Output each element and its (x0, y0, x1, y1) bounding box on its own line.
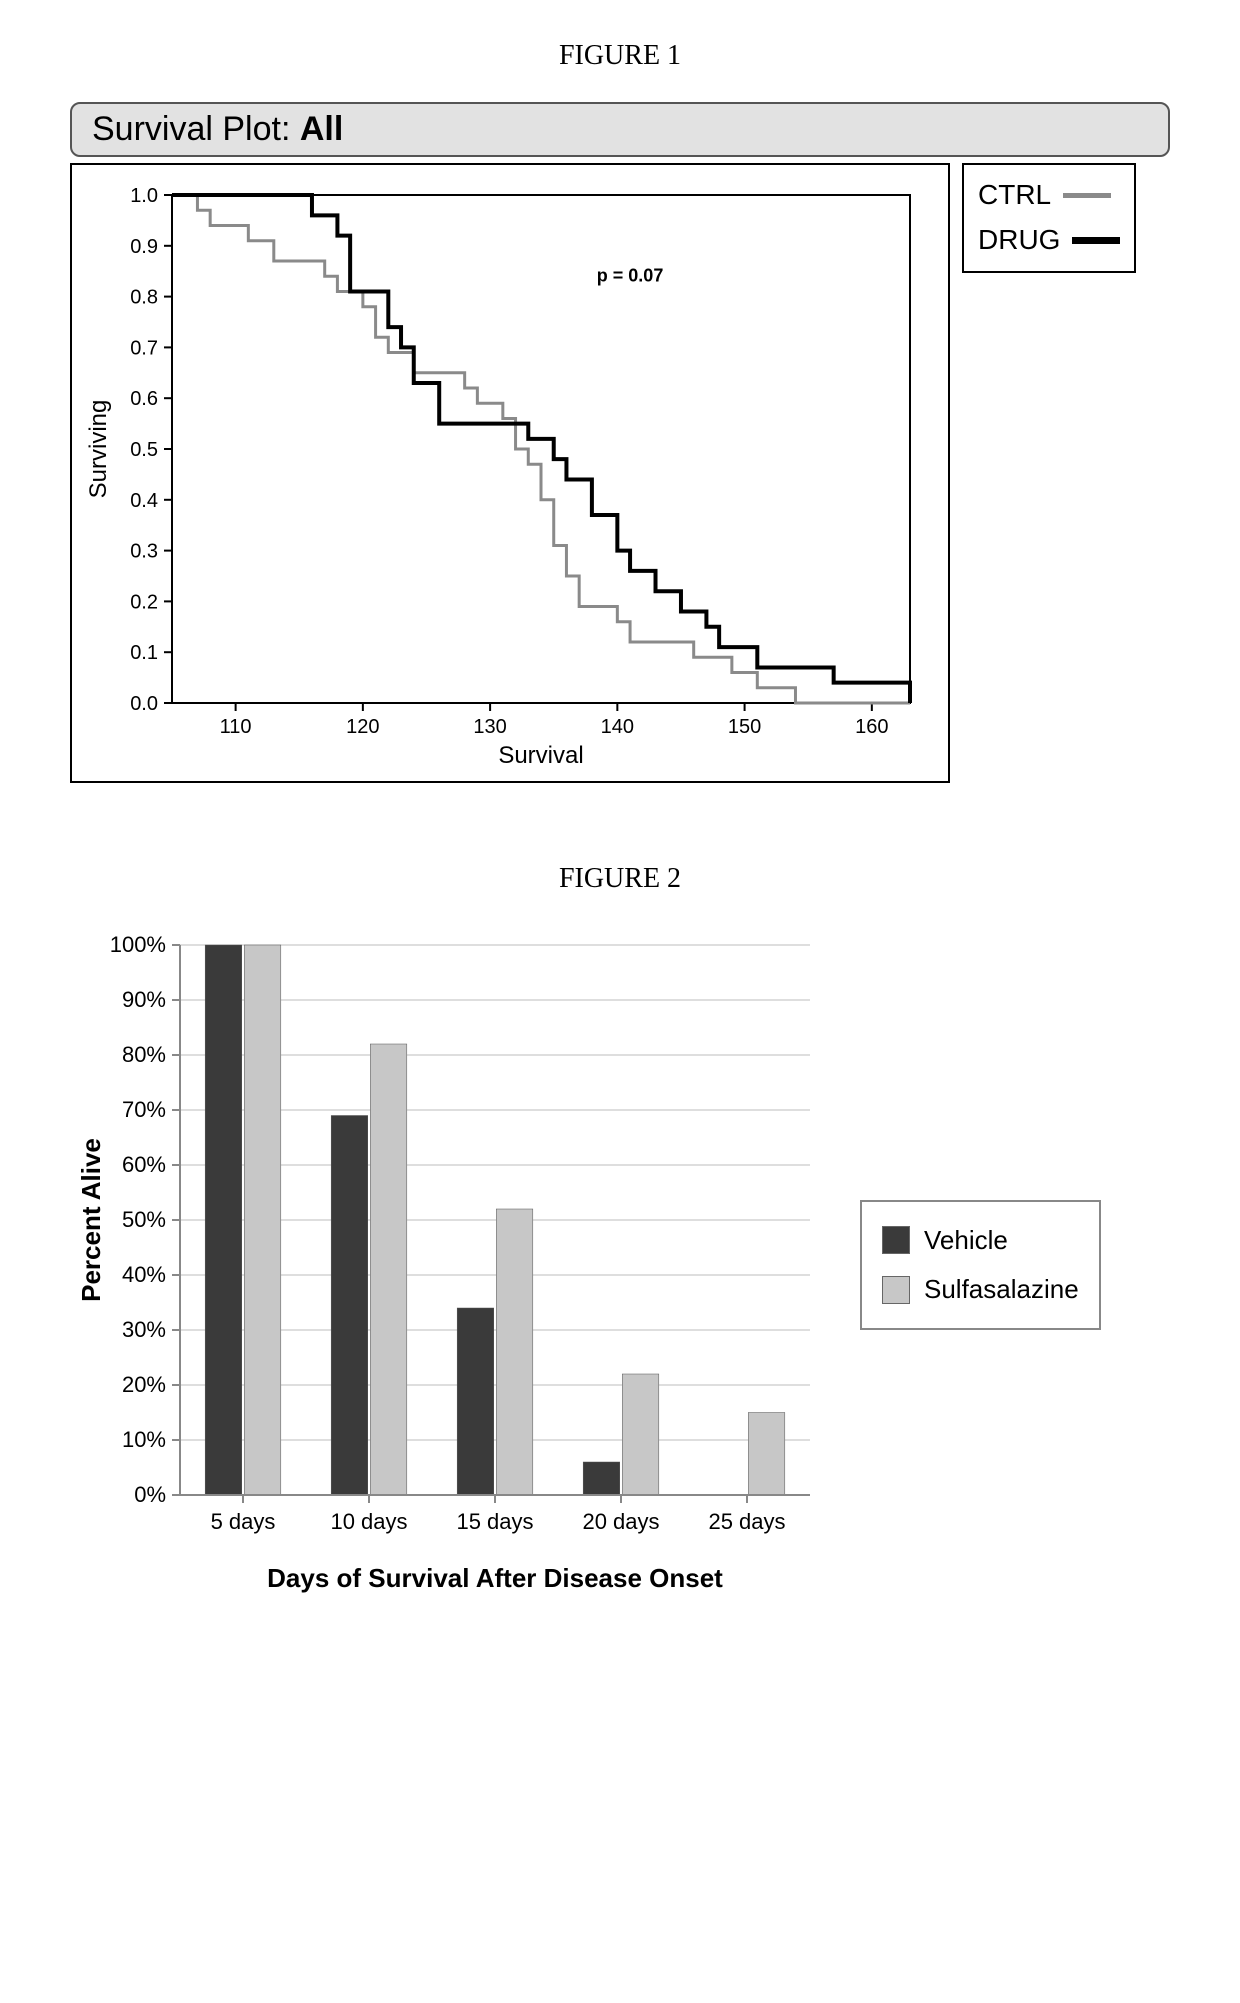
svg-text:90%: 90% (122, 987, 166, 1012)
legend-item-sulfasalazine: Sulfasalazine (882, 1265, 1079, 1314)
figure1-title-bar: Survival Plot: All (70, 102, 1170, 157)
figure1-legend: CTRL DRUG (962, 163, 1136, 273)
svg-text:Surviving: Surviving (85, 400, 112, 499)
svg-text:140: 140 (601, 716, 634, 738)
svg-text:150: 150 (728, 716, 761, 738)
svg-text:25 days: 25 days (708, 1509, 785, 1534)
figure2-label: FIGURE 2 (20, 863, 1220, 895)
svg-text:Days of Survival After Disease: Days of Survival After Disease Onset (267, 1563, 723, 1593)
svg-text:0.0: 0.0 (130, 693, 158, 715)
figure1-svg: 0.0 0.1 0.2 0.3 0.4 0.5 0.6 0.7 0.8 0.9 1.0 110 120 1… (82, 185, 930, 773)
svg-text:20 days: 20 days (582, 1509, 659, 1534)
legend-swatch-drug (1072, 237, 1120, 244)
legend-label-ctrl: CTRL (978, 173, 1051, 218)
legend-label-drug: DRUG (978, 218, 1060, 263)
figure2-legend: Vehicle Sulfasalazine (860, 1200, 1101, 1331)
svg-text:p = 0.07: p = 0.07 (597, 265, 664, 285)
figure2-svg: 0% 10% 20% 30% 40% 50% 60% 70% 80% 90% 100% 5 days 1… (70, 925, 830, 1605)
svg-text:0.9: 0.9 (130, 236, 158, 258)
svg-text:0.8: 0.8 (130, 287, 158, 309)
legend-label-vehicle: Vehicle (924, 1216, 1008, 1265)
legend-swatch-sulfasalazine (882, 1276, 910, 1304)
svg-text:0.1: 0.1 (130, 642, 158, 664)
svg-text:30%: 30% (122, 1317, 166, 1342)
svg-text:0.2: 0.2 (130, 591, 158, 613)
legend-item-drug: DRUG (978, 218, 1120, 263)
svg-text:60%: 60% (122, 1152, 166, 1177)
svg-text:15 days: 15 days (456, 1509, 533, 1534)
figure1-title-prefix: Survival Plot: (92, 110, 300, 148)
figure2-plot-area: 0% 10% 20% 30% 40% 50% 60% 70% 80% 90% 100% 5 days 1… (70, 925, 830, 1605)
legend-item-vehicle: Vehicle (882, 1216, 1079, 1265)
figure1-title-bold: All (300, 110, 343, 148)
svg-text:Survival: Survival (498, 742, 583, 769)
svg-text:50%: 50% (122, 1207, 166, 1232)
svg-text:80%: 80% (122, 1042, 166, 1067)
legend-swatch-ctrl (1063, 193, 1111, 198)
svg-text:0.4: 0.4 (130, 490, 158, 512)
svg-text:20%: 20% (122, 1372, 166, 1397)
figure1-container: Survival Plot: All 0.0 0.1 0.2 0.3 0.4 0.5 0.6… (70, 102, 1170, 783)
figure2-container: 0% 10% 20% 30% 40% 50% 60% 70% 80% 90% 100% 5 days 1… (70, 925, 1170, 1605)
svg-text:0.6: 0.6 (130, 388, 158, 410)
legend-item-ctrl: CTRL (978, 173, 1120, 218)
svg-text:40%: 40% (122, 1262, 166, 1287)
svg-text:0.5: 0.5 (130, 439, 158, 461)
legend-label-sulfasalazine: Sulfasalazine (924, 1265, 1079, 1314)
legend-swatch-vehicle (882, 1226, 910, 1254)
svg-text:120: 120 (346, 716, 379, 738)
figure1-label: FIGURE 1 (20, 40, 1220, 72)
svg-text:0%: 0% (134, 1482, 166, 1507)
svg-text:110: 110 (220, 716, 252, 738)
svg-text:0.7: 0.7 (130, 337, 158, 359)
svg-text:1.0: 1.0 (130, 185, 158, 207)
svg-text:100%: 100% (110, 932, 166, 957)
svg-text:130: 130 (473, 716, 506, 738)
svg-text:Percent Alive: Percent Alive (76, 1138, 106, 1302)
svg-text:160: 160 (855, 716, 888, 738)
svg-text:10 days: 10 days (330, 1509, 407, 1534)
svg-text:70%: 70% (122, 1097, 166, 1122)
svg-text:0.3: 0.3 (130, 541, 158, 563)
svg-text:10%: 10% (122, 1427, 166, 1452)
figure1-plot-area: 0.0 0.1 0.2 0.3 0.4 0.5 0.6 0.7 0.8 0.9 1.0 110 120 1… (70, 163, 950, 783)
svg-text:5 days: 5 days (211, 1509, 276, 1534)
